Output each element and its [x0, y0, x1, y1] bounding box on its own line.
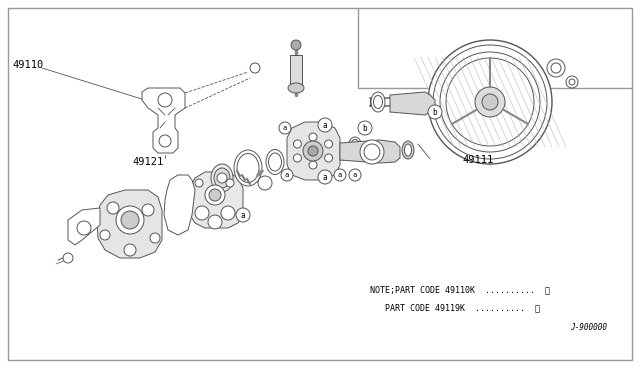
Circle shape: [209, 189, 221, 201]
Circle shape: [428, 105, 442, 119]
Circle shape: [77, 221, 91, 235]
Circle shape: [547, 59, 565, 77]
Circle shape: [324, 154, 333, 162]
Circle shape: [293, 154, 301, 162]
Ellipse shape: [288, 83, 304, 93]
Circle shape: [446, 58, 534, 146]
Text: a: a: [283, 125, 287, 131]
Circle shape: [236, 208, 250, 222]
Circle shape: [221, 206, 235, 220]
Ellipse shape: [211, 164, 233, 192]
Ellipse shape: [374, 96, 383, 109]
Circle shape: [318, 170, 332, 184]
Polygon shape: [390, 92, 435, 115]
Circle shape: [121, 211, 139, 229]
Polygon shape: [190, 172, 243, 228]
Text: b: b: [433, 108, 437, 116]
Ellipse shape: [266, 150, 284, 174]
Circle shape: [440, 52, 540, 152]
Circle shape: [551, 63, 561, 73]
Circle shape: [258, 176, 272, 190]
Polygon shape: [97, 190, 162, 258]
Circle shape: [293, 140, 301, 148]
Circle shape: [566, 76, 578, 88]
Ellipse shape: [371, 92, 385, 112]
Polygon shape: [340, 140, 400, 163]
Polygon shape: [287, 122, 340, 180]
Text: a: a: [353, 172, 357, 178]
Ellipse shape: [214, 168, 230, 188]
Text: b: b: [363, 124, 367, 132]
Circle shape: [364, 144, 380, 160]
Text: 49110: 49110: [12, 60, 44, 70]
Ellipse shape: [404, 144, 412, 156]
Circle shape: [100, 230, 110, 240]
Circle shape: [116, 206, 144, 234]
Circle shape: [358, 121, 372, 135]
Text: a: a: [323, 121, 327, 129]
Polygon shape: [142, 88, 185, 153]
Circle shape: [158, 93, 172, 107]
Ellipse shape: [269, 153, 282, 171]
Circle shape: [281, 169, 293, 181]
Circle shape: [226, 179, 234, 187]
Text: 49121: 49121: [132, 157, 164, 167]
Circle shape: [150, 233, 160, 243]
Polygon shape: [68, 208, 100, 245]
Ellipse shape: [402, 141, 414, 159]
Circle shape: [433, 45, 547, 159]
Circle shape: [569, 79, 575, 85]
Text: a: a: [285, 172, 289, 178]
Circle shape: [309, 133, 317, 141]
Ellipse shape: [234, 150, 262, 186]
Circle shape: [279, 122, 291, 134]
Text: 49111: 49111: [462, 155, 493, 165]
Circle shape: [205, 185, 225, 205]
Text: a: a: [338, 172, 342, 178]
Circle shape: [250, 63, 260, 73]
Circle shape: [142, 204, 154, 216]
Circle shape: [195, 206, 209, 220]
Bar: [290, 55, 302, 85]
Circle shape: [334, 169, 346, 181]
Circle shape: [217, 173, 227, 183]
Circle shape: [309, 161, 317, 169]
Circle shape: [159, 135, 171, 147]
Circle shape: [291, 40, 301, 50]
Circle shape: [349, 169, 361, 181]
Text: a: a: [241, 211, 245, 219]
Ellipse shape: [350, 140, 360, 157]
Circle shape: [63, 253, 73, 263]
Text: PART CODE 49119K  ..........  Ⓑ: PART CODE 49119K .......... Ⓑ: [385, 304, 540, 312]
Circle shape: [360, 140, 384, 164]
Text: a: a: [323, 173, 327, 182]
Circle shape: [124, 244, 136, 256]
Text: NOTE;PART CODE 49110K  ..........  Ⓐ: NOTE;PART CODE 49110K .......... Ⓐ: [370, 285, 550, 295]
Ellipse shape: [237, 154, 259, 183]
Circle shape: [308, 146, 318, 156]
Circle shape: [482, 94, 498, 110]
Circle shape: [303, 141, 323, 161]
Circle shape: [475, 87, 505, 117]
Polygon shape: [164, 175, 195, 235]
Circle shape: [318, 118, 332, 132]
Circle shape: [195, 179, 203, 187]
Circle shape: [324, 140, 333, 148]
Circle shape: [107, 202, 119, 214]
Circle shape: [428, 40, 552, 164]
Text: J-900000: J-900000: [570, 324, 607, 333]
Ellipse shape: [348, 137, 362, 159]
Circle shape: [208, 215, 222, 229]
